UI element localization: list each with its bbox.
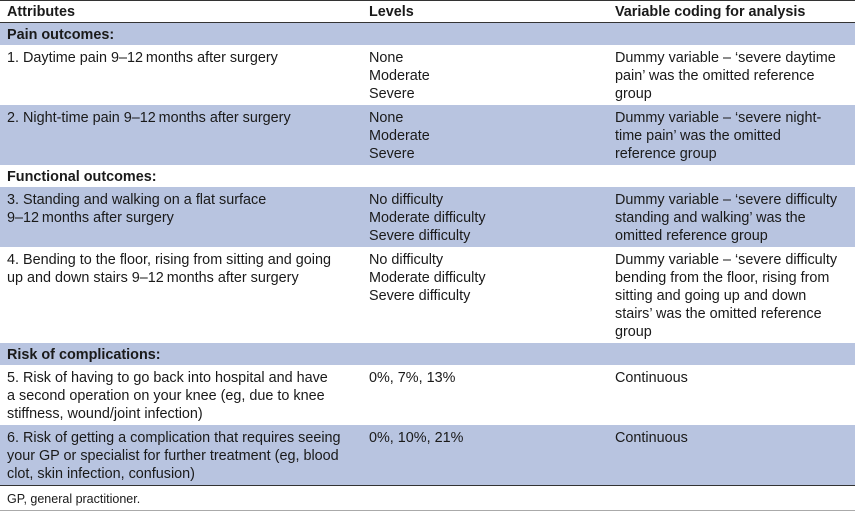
attribute-cell: 3. Standing and walking on a flat surfac… — [0, 187, 362, 247]
coding-cell: Continuous — [608, 365, 855, 425]
coding-cell: Dummy variable – ‘severe difficulty stand… — [608, 187, 855, 247]
levels-line: 0%, 7%, 13% — [369, 370, 456, 386]
coding-line: group — [615, 86, 652, 102]
table-row: 2. Night-time pain 9–12 months after sur… — [0, 105, 855, 165]
coding-line: Dummy variable – ‘severe difficulty — [615, 192, 838, 208]
coding-line: standing and walking’ was the — [615, 210, 806, 226]
attribute-line: stiffness, wound/joint infection) — [7, 406, 203, 422]
header-variable-coding: Variable coding for analysis — [615, 4, 806, 20]
levels-cell: None Moderate Severe — [362, 105, 608, 165]
levels-cell: 0%, 10%, 21% — [362, 425, 608, 485]
header-attributes: Attributes — [7, 4, 75, 20]
attribute-cell: 4. Bending to the floor, rising from sit… — [0, 247, 362, 343]
table-row: 6. Risk of getting a complication that r… — [0, 425, 855, 485]
attribute-line: 3. Standing and walking on a flat surfac… — [7, 192, 267, 208]
levels-line: No difficulty — [369, 252, 444, 268]
attribute-line: 5. Risk of having to go back into hospit… — [7, 370, 328, 386]
footnote-row: GP, general practitioner. — [0, 485, 855, 511]
levels-line: Severe difficulty — [369, 228, 471, 244]
attribute-cell: 6. Risk of getting a complication that r… — [0, 425, 362, 485]
coding-line: Dummy variable – ‘severe night- — [615, 110, 822, 126]
coding-line: Dummy variable – ‘severe daytime — [615, 50, 836, 66]
attribute-line: your GP or specialist for further treatm… — [7, 448, 339, 464]
attribute-line: clot, skin infection, confusion) — [7, 466, 195, 482]
attributes-table: Attributes Levels Variable coding for an… — [0, 0, 855, 511]
levels-line: Severe — [369, 146, 415, 162]
attribute-line: 1. Daytime pain 9–12 months after surger… — [7, 50, 278, 66]
levels-line: Moderate difficulty — [369, 270, 486, 286]
levels-line: Moderate — [369, 68, 430, 84]
attribute-line: 6. Risk of getting a complication that r… — [7, 430, 341, 446]
table-row: 3. Standing and walking on a flat surfac… — [0, 187, 855, 247]
section-row: Functional outcomes: — [0, 165, 855, 187]
attribute-cell: 2. Night-time pain 9–12 months after sur… — [0, 105, 362, 165]
coding-line: bending from the floor, rising from — [615, 270, 830, 286]
levels-line: Moderate — [369, 128, 430, 144]
section-title: Pain outcomes: — [7, 27, 115, 43]
levels-cell: No difficulty Moderate difficulty Severe d… — [362, 187, 608, 247]
levels-cell: No difficulty Moderate difficulty Severe d… — [362, 247, 608, 343]
table-body: Pain outcomes: 1. Daytime pain 9–12 month… — [0, 23, 855, 485]
coding-cell: Dummy variable – ‘severe daytime pain’ wa… — [608, 45, 855, 105]
levels-line: None — [369, 50, 404, 66]
table-header: Attributes Levels Variable coding for an… — [0, 0, 855, 23]
attribute-cell: 1. Daytime pain 9–12 months after surger… — [0, 45, 362, 105]
coding-line: Continuous — [615, 370, 688, 386]
coding-line: reference group — [615, 146, 717, 162]
attribute-line: a second operation on your knee (eg, due… — [7, 388, 325, 404]
levels-line: No difficulty — [369, 192, 444, 208]
footnote: GP, general practitioner. — [7, 492, 141, 506]
coding-line: sitting and going up and down — [615, 288, 807, 304]
section-title: Functional outcomes: — [7, 169, 157, 185]
coding-line: time pain’ was the omitted — [615, 128, 781, 144]
attribute-cell: 5. Risk of having to go back into hospit… — [0, 365, 362, 425]
section-title: Risk of complications: — [7, 347, 161, 363]
coding-cell: Continuous — [608, 425, 855, 485]
coding-line: Dummy variable – ‘severe difficulty — [615, 252, 838, 268]
coding-line: group — [615, 324, 652, 340]
section-row: Pain outcomes: — [0, 23, 855, 45]
table-row: 1. Daytime pain 9–12 months after surger… — [0, 45, 855, 105]
coding-line: omitted reference group — [615, 228, 768, 244]
levels-line: None — [369, 110, 404, 126]
table-row: 5. Risk of having to go back into hospit… — [0, 365, 855, 425]
table-row: 4. Bending to the floor, rising from sit… — [0, 247, 855, 343]
levels-cell: None Moderate Severe — [362, 45, 608, 105]
levels-cell: 0%, 7%, 13% — [362, 365, 608, 425]
coding-cell: Dummy variable – ‘severe difficulty bendi… — [608, 247, 855, 343]
coding-line: Continuous — [615, 430, 688, 446]
attribute-line: up and down stairs 9–12 months after sur… — [7, 270, 299, 286]
attribute-line: 2. Night-time pain 9–12 months after sur… — [7, 110, 291, 126]
levels-line: Severe — [369, 86, 415, 102]
coding-line: stairs’ was the omitted reference — [615, 306, 822, 322]
header-levels: Levels — [369, 4, 414, 20]
coding-cell: Dummy variable – ‘severe night-time pain… — [608, 105, 855, 165]
attribute-line: 4. Bending to the floor, rising from sit… — [7, 252, 331, 268]
coding-line: pain’ was the omitted reference — [615, 68, 815, 84]
attribute-line: 9–12 months after surgery — [7, 210, 174, 226]
levels-line: 0%, 10%, 21% — [369, 430, 464, 446]
levels-line: Severe difficulty — [369, 288, 471, 304]
levels-line: Moderate difficulty — [369, 210, 486, 226]
section-row: Risk of complications: — [0, 343, 855, 365]
